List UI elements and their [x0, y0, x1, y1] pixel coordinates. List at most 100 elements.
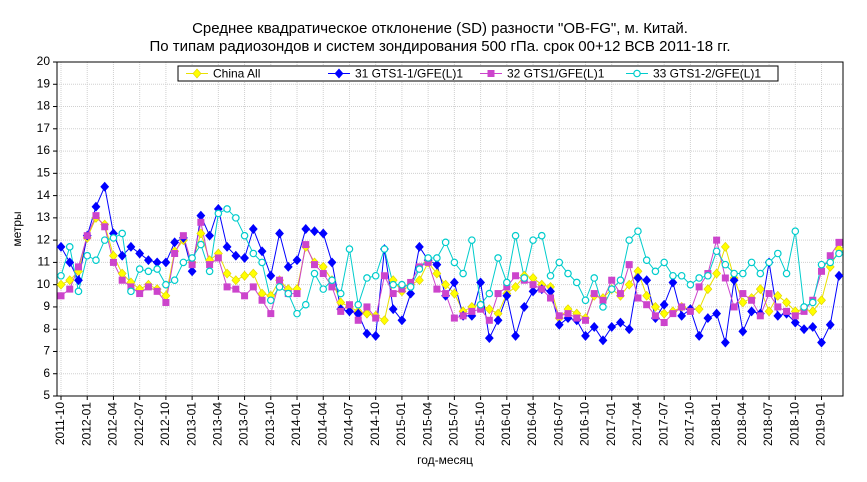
point — [92, 256, 100, 264]
point — [625, 236, 634, 244]
point — [607, 322, 617, 332]
point — [669, 310, 677, 318]
y-tick-label: 17 — [37, 121, 51, 135]
point — [153, 287, 161, 295]
point — [782, 269, 791, 278]
x-tick-label: 2013-01 — [184, 402, 198, 446]
point — [765, 290, 773, 298]
point — [659, 299, 669, 310]
point — [512, 272, 520, 280]
point — [808, 306, 818, 317]
point — [660, 258, 668, 267]
point — [686, 307, 694, 315]
point — [231, 250, 241, 261]
point — [555, 258, 564, 267]
point — [223, 205, 231, 213]
point — [825, 319, 835, 330]
point — [748, 296, 756, 304]
point — [677, 310, 687, 321]
x-axis-title: год-месяц — [417, 453, 473, 467]
point — [791, 312, 799, 320]
point — [275, 228, 284, 239]
point — [764, 306, 774, 317]
point — [476, 277, 485, 288]
point — [196, 228, 206, 239]
point — [354, 300, 363, 309]
point — [301, 300, 310, 309]
point — [249, 283, 257, 291]
point — [442, 290, 450, 298]
point — [406, 288, 416, 299]
x-tick-label: 2018-10 — [787, 402, 801, 446]
x-tick-label: 2014-10 — [368, 402, 382, 446]
point — [581, 316, 589, 324]
point — [310, 226, 319, 237]
point — [276, 276, 284, 284]
point — [450, 258, 459, 267]
point — [389, 280, 397, 289]
point — [555, 312, 563, 320]
y-tick-label: 7 — [43, 344, 50, 358]
point — [302, 241, 310, 249]
point — [537, 231, 546, 240]
point — [267, 310, 275, 318]
point — [713, 236, 721, 244]
point — [747, 258, 756, 267]
point — [476, 300, 485, 309]
point — [301, 224, 311, 234]
point — [739, 290, 747, 298]
point — [240, 270, 249, 281]
point — [337, 307, 345, 315]
point — [651, 312, 659, 320]
point — [826, 258, 835, 267]
point — [205, 230, 215, 241]
point — [432, 259, 442, 270]
point — [686, 280, 695, 289]
legend-box — [177, 65, 779, 82]
point — [755, 284, 765, 295]
point — [205, 267, 214, 276]
point — [380, 315, 389, 326]
y-tick-label: 16 — [37, 143, 51, 157]
point — [616, 317, 625, 328]
legend-label: 33 GTS1-2/GFE(L)1 — [653, 67, 761, 81]
point — [293, 290, 301, 298]
point — [484, 304, 494, 315]
point — [633, 273, 643, 283]
point — [782, 297, 791, 308]
point — [774, 249, 782, 258]
x-tick-label: 2018-07 — [761, 402, 775, 446]
point — [608, 276, 616, 284]
point — [415, 275, 424, 286]
point — [590, 290, 598, 298]
point — [56, 241, 66, 252]
chart-title: Среднее квадратическое отклонение (SD) р… — [192, 20, 688, 37]
y-tick-label: 9 — [43, 299, 50, 313]
y-tick-label: 6 — [43, 366, 50, 380]
point — [74, 263, 82, 271]
point — [616, 290, 624, 298]
point — [835, 249, 843, 258]
point — [257, 246, 267, 257]
point — [581, 330, 590, 341]
point — [380, 245, 389, 253]
x-tick-label: 2015-07 — [447, 402, 461, 446]
y-tick-label: 15 — [37, 166, 51, 180]
point — [179, 258, 188, 267]
point — [65, 257, 75, 268]
point — [232, 285, 240, 293]
point — [126, 241, 136, 252]
point — [127, 287, 135, 296]
point — [449, 288, 459, 299]
point — [756, 269, 765, 278]
x-tick-label: 2015-01 — [394, 402, 408, 446]
x-tick-label: 2018-04 — [735, 402, 749, 446]
point — [564, 269, 572, 278]
legend-marker — [633, 69, 641, 78]
y-tick-label: 10 — [37, 277, 51, 291]
point — [694, 304, 704, 315]
point — [799, 324, 809, 335]
point — [572, 278, 581, 287]
point — [372, 314, 380, 322]
